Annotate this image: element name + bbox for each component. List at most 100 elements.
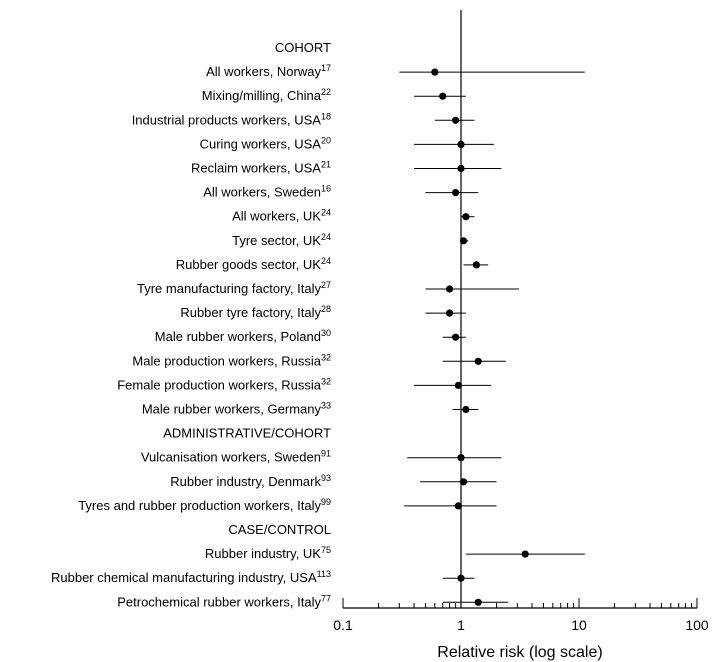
study-label: Petrochemical rubber workers, Italy77 (117, 593, 331, 609)
point-estimate (452, 116, 460, 124)
point-estimate (472, 261, 480, 269)
study-label: Female production workers, Russia32 (117, 376, 331, 392)
study-label: Mixing/milling, China22 (202, 87, 331, 103)
study-reference: 113 (317, 569, 331, 579)
study-label-text: Rubber industry, UK (205, 546, 321, 561)
study-row: Rubber tyre factory, Italy28 (180, 304, 466, 320)
study-row: Male rubber workers, Poland30 (155, 328, 466, 344)
study-reference: 32 (321, 352, 331, 362)
study-row: Tyre manufacturing factory, Italy27 (137, 280, 519, 296)
study-label: Male rubber workers, Poland30 (155, 328, 331, 344)
study-label-text: Petrochemical rubber workers, Italy (117, 594, 321, 609)
study-row: Rubber industry, Denmark93 (170, 473, 497, 489)
group-header: ADMINISTRATIVE/COHORT (163, 426, 331, 441)
study-row: Reclaim workers, USA21 (191, 160, 502, 176)
study-label: Industrial products workers, USA18 (132, 111, 331, 127)
study-label-text: Tyre manufacturing factory, Italy (137, 281, 321, 296)
study-label: Rubber chemical manufacturing industry, … (51, 569, 331, 585)
point-estimate (445, 309, 454, 317)
study-reference: 75 (321, 545, 331, 555)
study-reference: 30 (321, 328, 331, 338)
study-label-text: Vulcanisation workers, Sweden (141, 450, 321, 465)
study-label-text: Rubber industry, Denmark (170, 474, 321, 489)
study-row: All workers, Norway17 (206, 63, 585, 79)
study-reference: 20 (321, 135, 331, 145)
study-label-text: Female production workers, Russia (117, 377, 322, 392)
group-header: COHORT (275, 40, 331, 55)
point-estimate (431, 68, 439, 76)
study-label: Male production workers, Russia32 (132, 352, 331, 368)
study-reference: 27 (321, 280, 331, 290)
study-row: Rubber chemical manufacturing industry, … (51, 569, 475, 585)
study-label: Curing workers, USA20 (200, 135, 331, 151)
study-label-text: Male rubber workers, Poland (155, 329, 321, 344)
study-reference: 21 (321, 160, 331, 170)
point-estimate (445, 285, 454, 293)
study-reference: 93 (321, 473, 331, 483)
study-label-text: All workers, Norway (206, 64, 321, 79)
study-row: All workers, UK24 (232, 208, 475, 224)
study-reference: 24 (321, 232, 331, 242)
study-label: Rubber goods sector, UK24 (176, 256, 331, 272)
point-estimate (452, 189, 460, 197)
study-label: Rubber industry, Denmark93 (170, 473, 331, 489)
study-reference: 32 (321, 376, 331, 386)
point-estimate (452, 333, 460, 341)
point-estimate (454, 381, 462, 389)
study-row: Male production workers, Russia32 (132, 352, 506, 368)
study-label: Reclaim workers, USA21 (191, 160, 331, 176)
study-label-text: Rubber tyre factory, Italy (180, 305, 321, 320)
tick-label: 1 (457, 617, 465, 633)
study-row: Male rubber workers, Germany33 (142, 401, 479, 417)
study-label: All workers, Norway17 (206, 63, 331, 79)
study-label-text: Industrial products workers, USA (132, 112, 322, 127)
study-label-text: Male production workers, Russia (132, 353, 321, 368)
study-label-text: Mixing/milling, China (202, 88, 322, 103)
study-label: Rubber industry, UK75 (205, 545, 331, 561)
tick-label: 10 (571, 617, 587, 633)
study-label-text: Tyres and rubber production workers, Ita… (78, 498, 321, 513)
point-estimate (474, 357, 482, 365)
study-row: Female production workers, Russia32 (117, 376, 492, 392)
study-row: Tyres and rubber production workers, Ita… (78, 497, 497, 513)
study-label: All workers, Sweden16 (203, 184, 331, 200)
rows-layer: COHORT All workers, Norway17 Mixing/millin… (51, 40, 585, 609)
point-estimate (454, 502, 462, 510)
study-row: Vulcanisation workers, Sweden91 (141, 449, 502, 465)
study-reference: 22 (321, 87, 331, 97)
study-label: Rubber tyre factory, Italy28 (180, 304, 331, 320)
study-label: Tyre sector, UK24 (232, 232, 331, 248)
study-reference: 99 (321, 497, 331, 507)
point-estimate (459, 478, 468, 486)
study-reference: 28 (321, 304, 331, 314)
study-reference: 16 (321, 184, 331, 194)
point-estimate (474, 598, 482, 606)
study-label: Male rubber workers, Germany33 (142, 401, 331, 417)
point-estimate (462, 213, 470, 221)
study-row: Curing workers, USA20 (200, 135, 494, 151)
study-reference: 17 (321, 63, 331, 73)
study-label-text: Rubber goods sector, UK (176, 257, 322, 272)
study-label-text: All workers, UK (232, 209, 321, 224)
study-row: All workers, Sweden16 (203, 184, 479, 200)
study-label-text: Rubber chemical manufacturing industry, … (51, 570, 317, 585)
point-estimate (439, 92, 447, 100)
group-header: CASE/CONTROL (228, 522, 331, 537)
study-reference: 33 (321, 401, 331, 411)
point-estimate (521, 550, 529, 558)
point-estimate (459, 237, 468, 245)
tick-label: 100 (685, 617, 709, 633)
study-reference: 24 (321, 208, 331, 218)
tick-label: 0.1 (333, 617, 353, 633)
study-label-text: Curing workers, USA (200, 136, 322, 151)
study-row: Rubber industry, UK75 (205, 545, 585, 561)
study-label: Tyres and rubber production workers, Ita… (78, 497, 331, 513)
study-reference: 18 (321, 111, 331, 121)
study-label-text: Male rubber workers, Germany (142, 402, 322, 417)
x-axis: 0.1 1 10 100 (333, 598, 709, 633)
study-label-text: Reclaim workers, USA (191, 161, 321, 176)
study-label: Vulcanisation workers, Sweden91 (141, 449, 331, 465)
study-reference: 77 (321, 593, 331, 603)
study-reference: 24 (321, 256, 331, 266)
